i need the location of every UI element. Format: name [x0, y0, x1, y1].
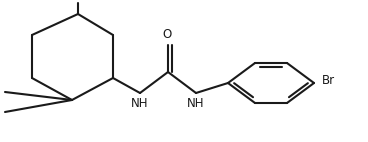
- Text: Br: Br: [322, 74, 335, 86]
- Text: NH: NH: [131, 97, 149, 110]
- Text: O: O: [162, 28, 171, 41]
- Text: NH: NH: [187, 97, 205, 110]
